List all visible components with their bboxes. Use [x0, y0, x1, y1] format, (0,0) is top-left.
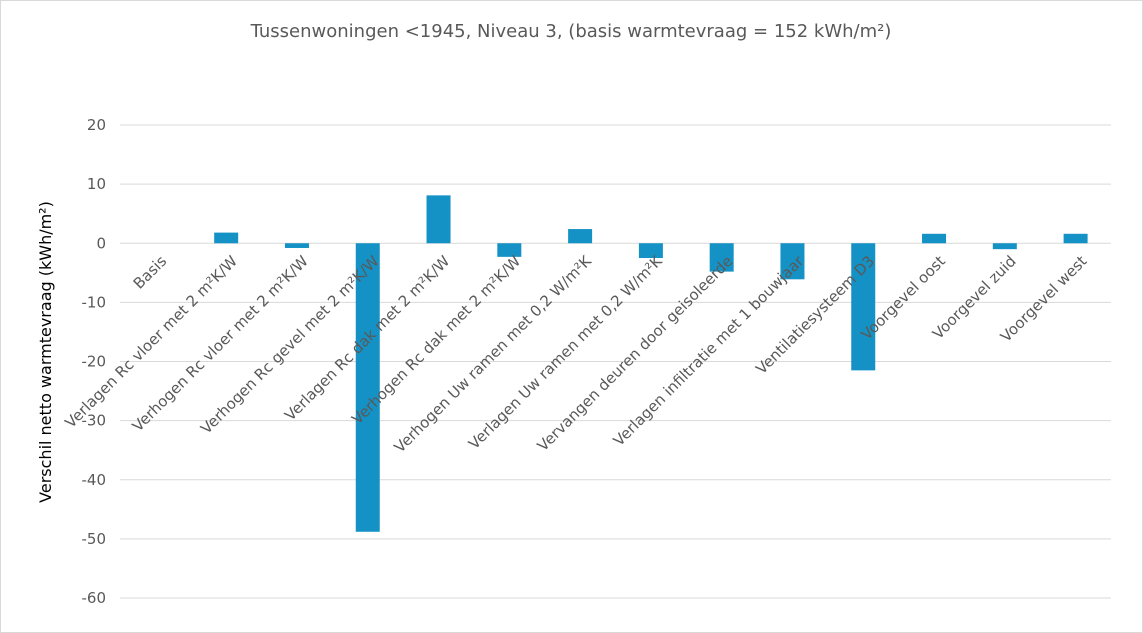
y-tick-label: -10 — [82, 293, 107, 311]
y-tick-label: 0 — [96, 234, 106, 252]
y-tick-label: -50 — [82, 530, 107, 548]
y-tick-label: -20 — [82, 353, 107, 371]
bar — [709, 243, 734, 272]
gridlines — [120, 124, 1111, 599]
bar — [780, 243, 805, 280]
bar — [355, 243, 380, 532]
x-tick-label: Basis — [130, 252, 171, 293]
bar — [426, 195, 451, 244]
bar — [1063, 233, 1088, 244]
bar — [851, 243, 876, 371]
bar — [284, 243, 309, 248]
y-axis-label: Verschil netto warmtevraag (kWh/m²) — [36, 201, 55, 503]
y-tick-label: 20 — [87, 116, 106, 134]
y-tick-label: -60 — [82, 589, 107, 607]
bar — [568, 229, 593, 244]
y-tick-label: -40 — [82, 471, 107, 489]
bar — [638, 243, 663, 259]
bar — [992, 243, 1017, 250]
bar — [922, 233, 947, 244]
bars — [214, 195, 1088, 532]
chart-title: Tussenwoningen <1945, Niveau 3, (basis w… — [250, 21, 892, 42]
bar — [214, 232, 239, 244]
y-axis-ticks: 20 10 0 -10 -20 -30 -40 -50 -60 — [82, 116, 107, 607]
y-tick-label: 10 — [87, 175, 106, 193]
bar — [497, 243, 522, 257]
y-tick-label: -30 — [82, 412, 107, 430]
